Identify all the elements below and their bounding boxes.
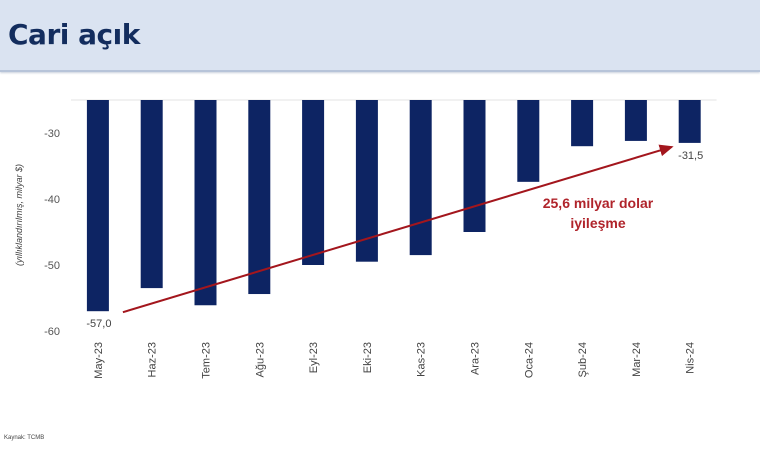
data-label: -31,5 xyxy=(678,150,703,162)
x-tick-label: May-23 xyxy=(93,342,105,379)
x-tick-label: Tem-23 xyxy=(201,342,213,379)
bar-Nis-24 xyxy=(678,100,701,143)
y-axis-label: (yıllıklandırılmış, milyar $) xyxy=(14,164,24,266)
bar-May-23 xyxy=(86,100,109,312)
annotation-line2: iyileşme xyxy=(570,215,625,231)
bar-Kas-23 xyxy=(409,100,432,256)
x-tick-label: Nis-24 xyxy=(685,342,697,374)
x-tick-label: Oca-24 xyxy=(523,342,535,378)
x-tick-label: Haz-23 xyxy=(147,342,159,377)
bar-Haz-23 xyxy=(140,100,163,289)
x-tick-label: Mar-24 xyxy=(631,342,643,377)
bar-Tem-23 xyxy=(194,100,217,306)
page-title: Cari açık xyxy=(8,18,140,51)
y-tick-label: -40 xyxy=(44,194,60,206)
x-tick-label: Ara-23 xyxy=(470,342,482,375)
bar-Ara-23 xyxy=(463,100,486,232)
bar-Oca-24 xyxy=(517,100,540,182)
source-note: Kaynak: TCMB xyxy=(4,435,45,441)
header-banner: Cari açık xyxy=(0,0,760,72)
improvement-arrow xyxy=(122,144,674,314)
bar-Eyl-23 xyxy=(302,100,325,265)
x-tick-label: Kas-23 xyxy=(416,342,428,377)
annotation-line1: 25,6 milyar dolar xyxy=(543,195,654,211)
bar-Şub-24 xyxy=(571,100,594,147)
x-tick-label: Eyl-23 xyxy=(308,342,320,373)
y-tick-label: -50 xyxy=(44,260,60,272)
x-tick-label: Eki-23 xyxy=(362,342,374,373)
data-label: -57,0 xyxy=(86,318,111,330)
y-tick-label: -30 xyxy=(44,128,60,140)
x-tick-label: Şub-24 xyxy=(577,342,589,377)
x-tick-label: Ağu-23 xyxy=(254,342,266,377)
bar-Mar-24 xyxy=(624,100,647,141)
bar-Ağu-23 xyxy=(248,100,271,295)
bar-Eki-23 xyxy=(355,100,378,262)
y-tick-label: -60 xyxy=(44,326,60,338)
